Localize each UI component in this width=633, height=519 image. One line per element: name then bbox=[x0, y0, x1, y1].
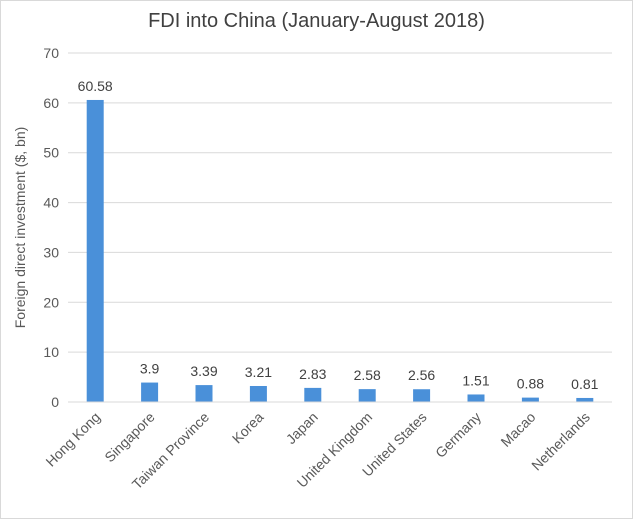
x-tick-label: Japan bbox=[283, 409, 321, 447]
data-label: 2.56 bbox=[408, 367, 435, 383]
x-tick-label: Germany bbox=[432, 409, 484, 461]
bar bbox=[521, 397, 539, 402]
y-axis-label: Foreign direct investment ($, bn) bbox=[12, 127, 28, 329]
bar bbox=[467, 394, 485, 402]
x-tick-label: Singapore bbox=[101, 409, 158, 466]
x-tick-label: Macao bbox=[497, 409, 538, 450]
y-tick-label: 50 bbox=[43, 145, 59, 161]
y-tick-label: 60 bbox=[43, 95, 59, 111]
bar bbox=[413, 389, 431, 402]
chart-title: FDI into China (January-August 2018) bbox=[148, 10, 485, 32]
y-tick-label: 70 bbox=[43, 45, 59, 61]
y-tick-label: 40 bbox=[43, 195, 59, 211]
bar bbox=[249, 385, 267, 402]
y-tick-label: 0 bbox=[51, 394, 59, 410]
data-label: 3.21 bbox=[245, 364, 272, 380]
y-tick-label: 30 bbox=[43, 244, 59, 260]
bar bbox=[86, 99, 104, 403]
data-label: 60.58 bbox=[78, 78, 113, 94]
data-label: 0.81 bbox=[571, 376, 598, 392]
data-label: 2.83 bbox=[299, 366, 326, 382]
data-labels: 60.58 3.9 3.39 3.21 2.83 2.58 2.56 1.51 0.88 0.81 bbox=[78, 78, 599, 392]
x-tick-label: Korea bbox=[229, 409, 267, 447]
x-tick-label: Hong Kong bbox=[42, 409, 103, 470]
y-tick-label: 20 bbox=[43, 294, 59, 310]
x-tick-label: Netherlands bbox=[528, 409, 593, 474]
bar bbox=[576, 397, 594, 402]
bar bbox=[358, 389, 376, 402]
y-tick-label: 10 bbox=[43, 344, 59, 360]
bar bbox=[304, 387, 322, 402]
data-label: 3.9 bbox=[140, 361, 160, 377]
bar bbox=[141, 382, 159, 402]
data-label: 0.88 bbox=[517, 376, 544, 392]
y-axis-ticks: 0 10 20 30 40 50 60 70 bbox=[43, 45, 59, 410]
bar bbox=[195, 385, 213, 402]
data-label: 3.39 bbox=[190, 363, 217, 379]
data-label: 2.58 bbox=[354, 367, 381, 383]
gridlines bbox=[68, 52, 612, 353]
bars bbox=[86, 99, 594, 403]
data-label: 1.51 bbox=[462, 372, 489, 388]
